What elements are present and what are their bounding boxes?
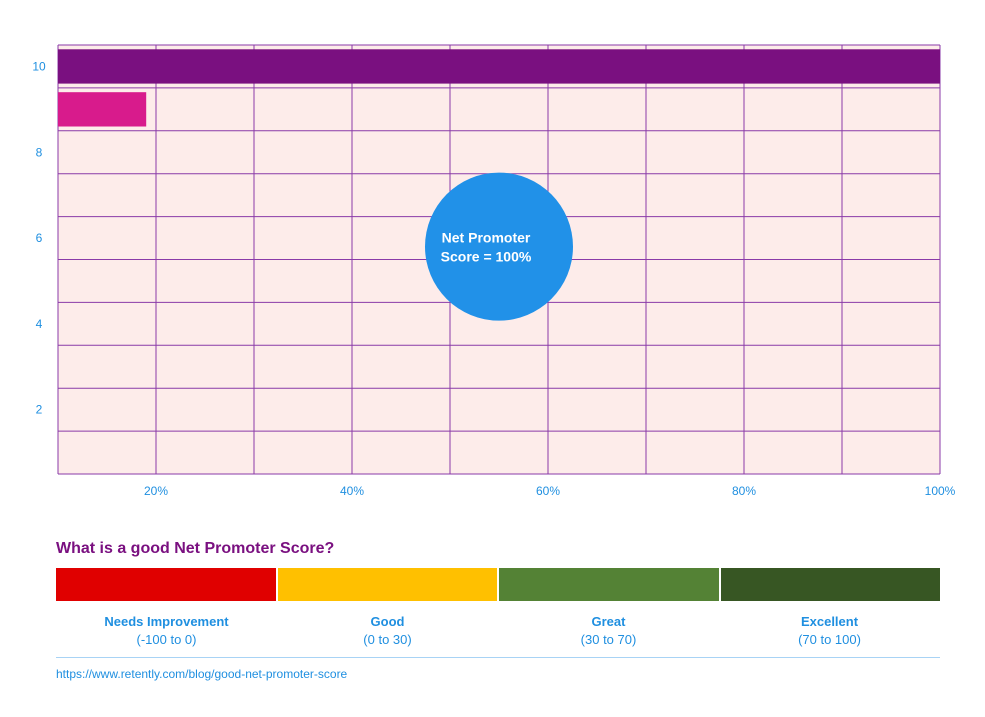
scale-band [499, 568, 721, 601]
x-tick-label: 80% [732, 484, 756, 498]
bar [58, 49, 940, 84]
y-tick-label: 2 [36, 403, 43, 417]
band-range: (-100 to 0) [136, 632, 197, 647]
score-bubble-value: Score = 100% [441, 249, 532, 265]
scale-band-label: Needs Improvement (-100 to 0) [56, 613, 277, 649]
score-bubble-label: Net Promoter [442, 230, 531, 246]
band-name: Good [370, 614, 405, 629]
band-range: (30 to 70) [580, 632, 637, 647]
scale-band-label: Good (0 to 30) [277, 613, 498, 649]
band-name: Great [591, 614, 626, 629]
x-tick-label: 20% [144, 484, 168, 498]
band-name: Excellent [800, 614, 859, 629]
scale-band-label: Great (30 to 70) [498, 613, 719, 649]
nps-scale-labels: Needs Improvement (-100 to 0) Good (0 to 30… [56, 613, 940, 649]
nps-scale-bar [56, 568, 940, 601]
y-tick-label: 10 [32, 59, 46, 73]
y-tick-label: 8 [36, 145, 43, 159]
source-link[interactable]: https://www.retently.com/blog/good-net-p… [56, 667, 348, 681]
scale-band-label: Excellent (70 to 100) [719, 613, 940, 649]
band-range: (0 to 30) [363, 632, 412, 647]
x-tick-label: 60% [536, 484, 560, 498]
question-heading: What is a good Net Promoter Score? [56, 540, 335, 557]
scale-band [277, 568, 499, 601]
y-tick-label: 6 [36, 231, 43, 245]
score-bubble [425, 172, 573, 321]
x-tick-label: 100% [925, 484, 956, 498]
bar [58, 92, 147, 127]
x-tick-label: 40% [340, 484, 364, 498]
band-name: Needs Improvement [104, 614, 229, 629]
nps-chart: Net Promoter Score = 100% 20% 40% 60% 80% 100%… [32, 44, 956, 498]
divider [56, 657, 940, 658]
band-range: (70 to 100) [798, 632, 861, 647]
scale-band [56, 568, 278, 601]
y-tick-label: 4 [36, 317, 43, 331]
scale-band [720, 568, 940, 601]
